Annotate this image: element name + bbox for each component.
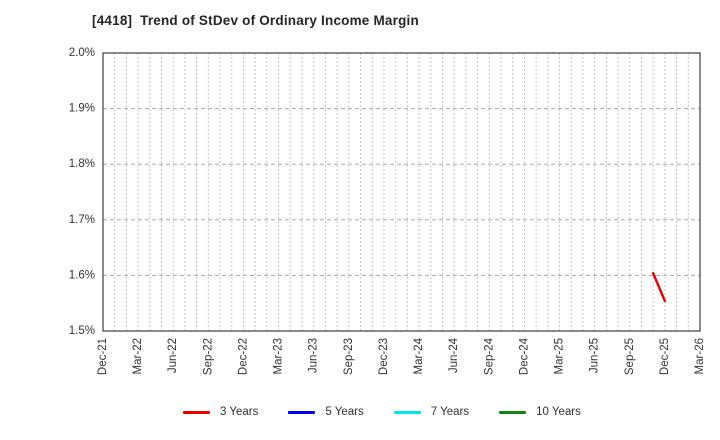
y-tick-label: 1.5%: [69, 325, 95, 337]
chart-title: [4418] Trend of StDev of Ordinary Income…: [92, 13, 419, 28]
legend-label: 5 Years: [325, 406, 364, 418]
legend-label: 3 Years: [220, 406, 259, 418]
legend-line-swatch: [499, 410, 527, 414]
x-tick-label: Dec-23: [378, 338, 390, 375]
legend-item-5-years: 5 Years: [288, 406, 364, 418]
legend-line-swatch: [288, 410, 316, 414]
x-tick-label: Jun-23: [308, 338, 320, 373]
y-tick-label: 1.6%: [69, 269, 95, 281]
x-tick-label: Jun-25: [589, 338, 601, 373]
legend-item-10-years: 10 Years: [499, 406, 581, 418]
x-tick-label: Mar-25: [554, 338, 566, 374]
plot-border: [102, 52, 701, 332]
y-tick-label: 1.8%: [69, 158, 95, 170]
legend-label: 10 Years: [536, 406, 581, 418]
legend-label: 7 Years: [430, 406, 470, 418]
x-tick-label: Jun-24: [448, 337, 460, 373]
y-tick-label: 1.7%: [69, 214, 95, 226]
x-tick-label: Dec-21: [97, 338, 109, 375]
x-tick-label: Mar-22: [132, 338, 144, 374]
x-tick-label: Dec-25: [659, 338, 671, 375]
x-tick-label: Dec-22: [237, 338, 249, 375]
x-tick-label: Jun-22: [167, 338, 179, 373]
y-tick-label: 1.9%: [69, 103, 95, 115]
y-tick-label: 2.0%: [69, 47, 95, 59]
legend: 3 Years 5 Years 7 Years 10 Years: [183, 406, 581, 418]
x-tick-label: Sep-22: [202, 338, 214, 375]
legend-item-3-years: 3 Years: [183, 406, 258, 418]
x-tick-label: Sep-24: [483, 337, 495, 375]
x-tick-label: Dec-24: [518, 337, 530, 375]
x-tick-label: Sep-23: [343, 338, 355, 375]
x-tick-label: Sep-25: [624, 338, 636, 375]
legend-line-swatch: [393, 410, 421, 414]
x-tick-label: Mar-26: [694, 338, 706, 374]
x-tick-label: Mar-24: [413, 337, 425, 374]
legend-item-7-years: 7 Years: [393, 406, 470, 418]
x-tick-label: Mar-23: [273, 338, 285, 374]
series-line-3-years: [651, 271, 667, 303]
legend-line-swatch: [183, 410, 210, 414]
